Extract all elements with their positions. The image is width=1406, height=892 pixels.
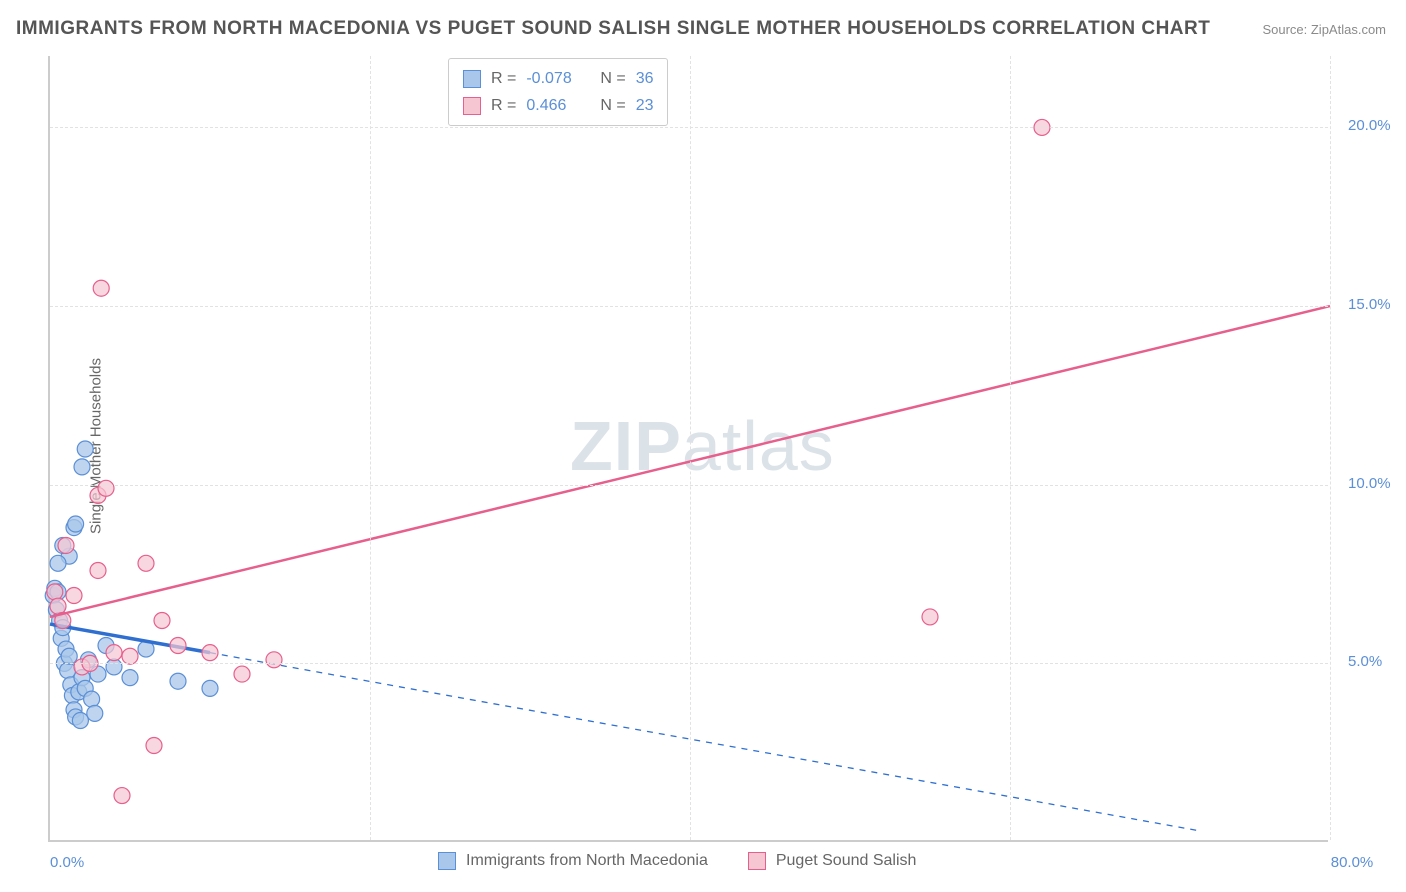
x-tick-label: 80.0% <box>1331 854 1374 871</box>
legend-item-blue: Immigrants from North Macedonia <box>438 852 708 870</box>
x-tick-label: 0.0% <box>50 854 84 871</box>
gridline-horizontal <box>50 485 1328 486</box>
scatter-point-blue <box>84 691 100 707</box>
scatter-point-blue <box>87 705 103 721</box>
scatter-point-blue <box>106 659 122 675</box>
scatter-point-pink <box>266 652 282 668</box>
scatter-point-pink <box>93 280 109 296</box>
scatter-point-blue <box>50 555 66 571</box>
plot-svg <box>50 56 1328 840</box>
scatter-point-blue <box>122 670 138 686</box>
stat-r-label: R = <box>491 92 516 119</box>
scatter-point-pink <box>170 638 186 654</box>
scatter-point-pink <box>122 648 138 664</box>
stat-n-label: N = <box>600 92 625 119</box>
gridline-horizontal <box>50 127 1328 128</box>
legend-swatch-pink <box>463 97 481 115</box>
legend-stats-box: R = -0.078 N = 36 R = 0.466 N = 23 <box>448 58 668 126</box>
scatter-point-pink <box>154 612 170 628</box>
legend-bottom: Immigrants from North Macedonia Puget Sou… <box>438 852 916 870</box>
gridline-vertical <box>690 56 691 840</box>
legend-label: Immigrants from North Macedonia <box>466 852 708 870</box>
gridline-horizontal <box>50 306 1328 307</box>
legend-item-pink: Puget Sound Salish <box>748 852 917 870</box>
legend-swatch-pink <box>748 852 766 870</box>
scatter-point-pink <box>47 584 63 600</box>
scatter-point-blue <box>68 516 84 532</box>
chart-title: IMMIGRANTS FROM NORTH MACEDONIA VS PUGET… <box>16 18 1210 40</box>
scatter-point-blue <box>77 441 93 457</box>
scatter-point-pink <box>234 666 250 682</box>
y-tick-label: 15.0% <box>1348 296 1391 313</box>
stat-n-value: 36 <box>636 65 654 92</box>
scatter-point-blue <box>72 713 88 729</box>
gridline-vertical <box>1010 56 1011 840</box>
scatter-point-pink <box>58 537 74 553</box>
legend-stats-row-pink: R = 0.466 N = 23 <box>463 92 653 119</box>
stat-r-label: R = <box>491 65 516 92</box>
scatter-point-pink <box>98 480 114 496</box>
scatter-point-pink <box>50 598 66 614</box>
y-tick-label: 20.0% <box>1348 117 1391 134</box>
scatter-point-pink <box>138 555 154 571</box>
scatter-point-pink <box>90 562 106 578</box>
scatter-point-blue <box>202 680 218 696</box>
legend-stats-row-blue: R = -0.078 N = 36 <box>463 65 653 92</box>
scatter-point-pink <box>922 609 938 625</box>
legend-swatch-blue <box>463 70 481 88</box>
gridline-vertical <box>1330 56 1331 840</box>
source-label: Source: ZipAtlas.com <box>1262 22 1386 37</box>
gridline-horizontal <box>50 663 1328 664</box>
trend-line-dashed-blue <box>210 653 1202 832</box>
scatter-point-pink <box>146 738 162 754</box>
legend-label: Puget Sound Salish <box>776 852 917 870</box>
scatter-point-blue <box>170 673 186 689</box>
stat-n-label: N = <box>600 65 625 92</box>
scatter-point-pink <box>106 645 122 661</box>
legend-swatch-blue <box>438 852 456 870</box>
scatter-point-pink <box>114 788 130 804</box>
scatter-point-blue <box>74 459 90 475</box>
stat-r-value: 0.466 <box>526 92 590 119</box>
scatter-point-pink <box>202 645 218 661</box>
plot-area: ZIPatlas 5.0%10.0%15.0%20.0%0.0%80.0% <box>48 56 1328 842</box>
stat-r-value: -0.078 <box>526 65 590 92</box>
gridline-vertical <box>370 56 371 840</box>
scatter-point-blue <box>60 663 76 679</box>
y-tick-label: 10.0% <box>1348 475 1391 492</box>
scatter-point-pink <box>66 587 82 603</box>
scatter-point-blue <box>61 648 77 664</box>
y-tick-label: 5.0% <box>1348 653 1382 670</box>
stat-n-value: 23 <box>636 92 654 119</box>
